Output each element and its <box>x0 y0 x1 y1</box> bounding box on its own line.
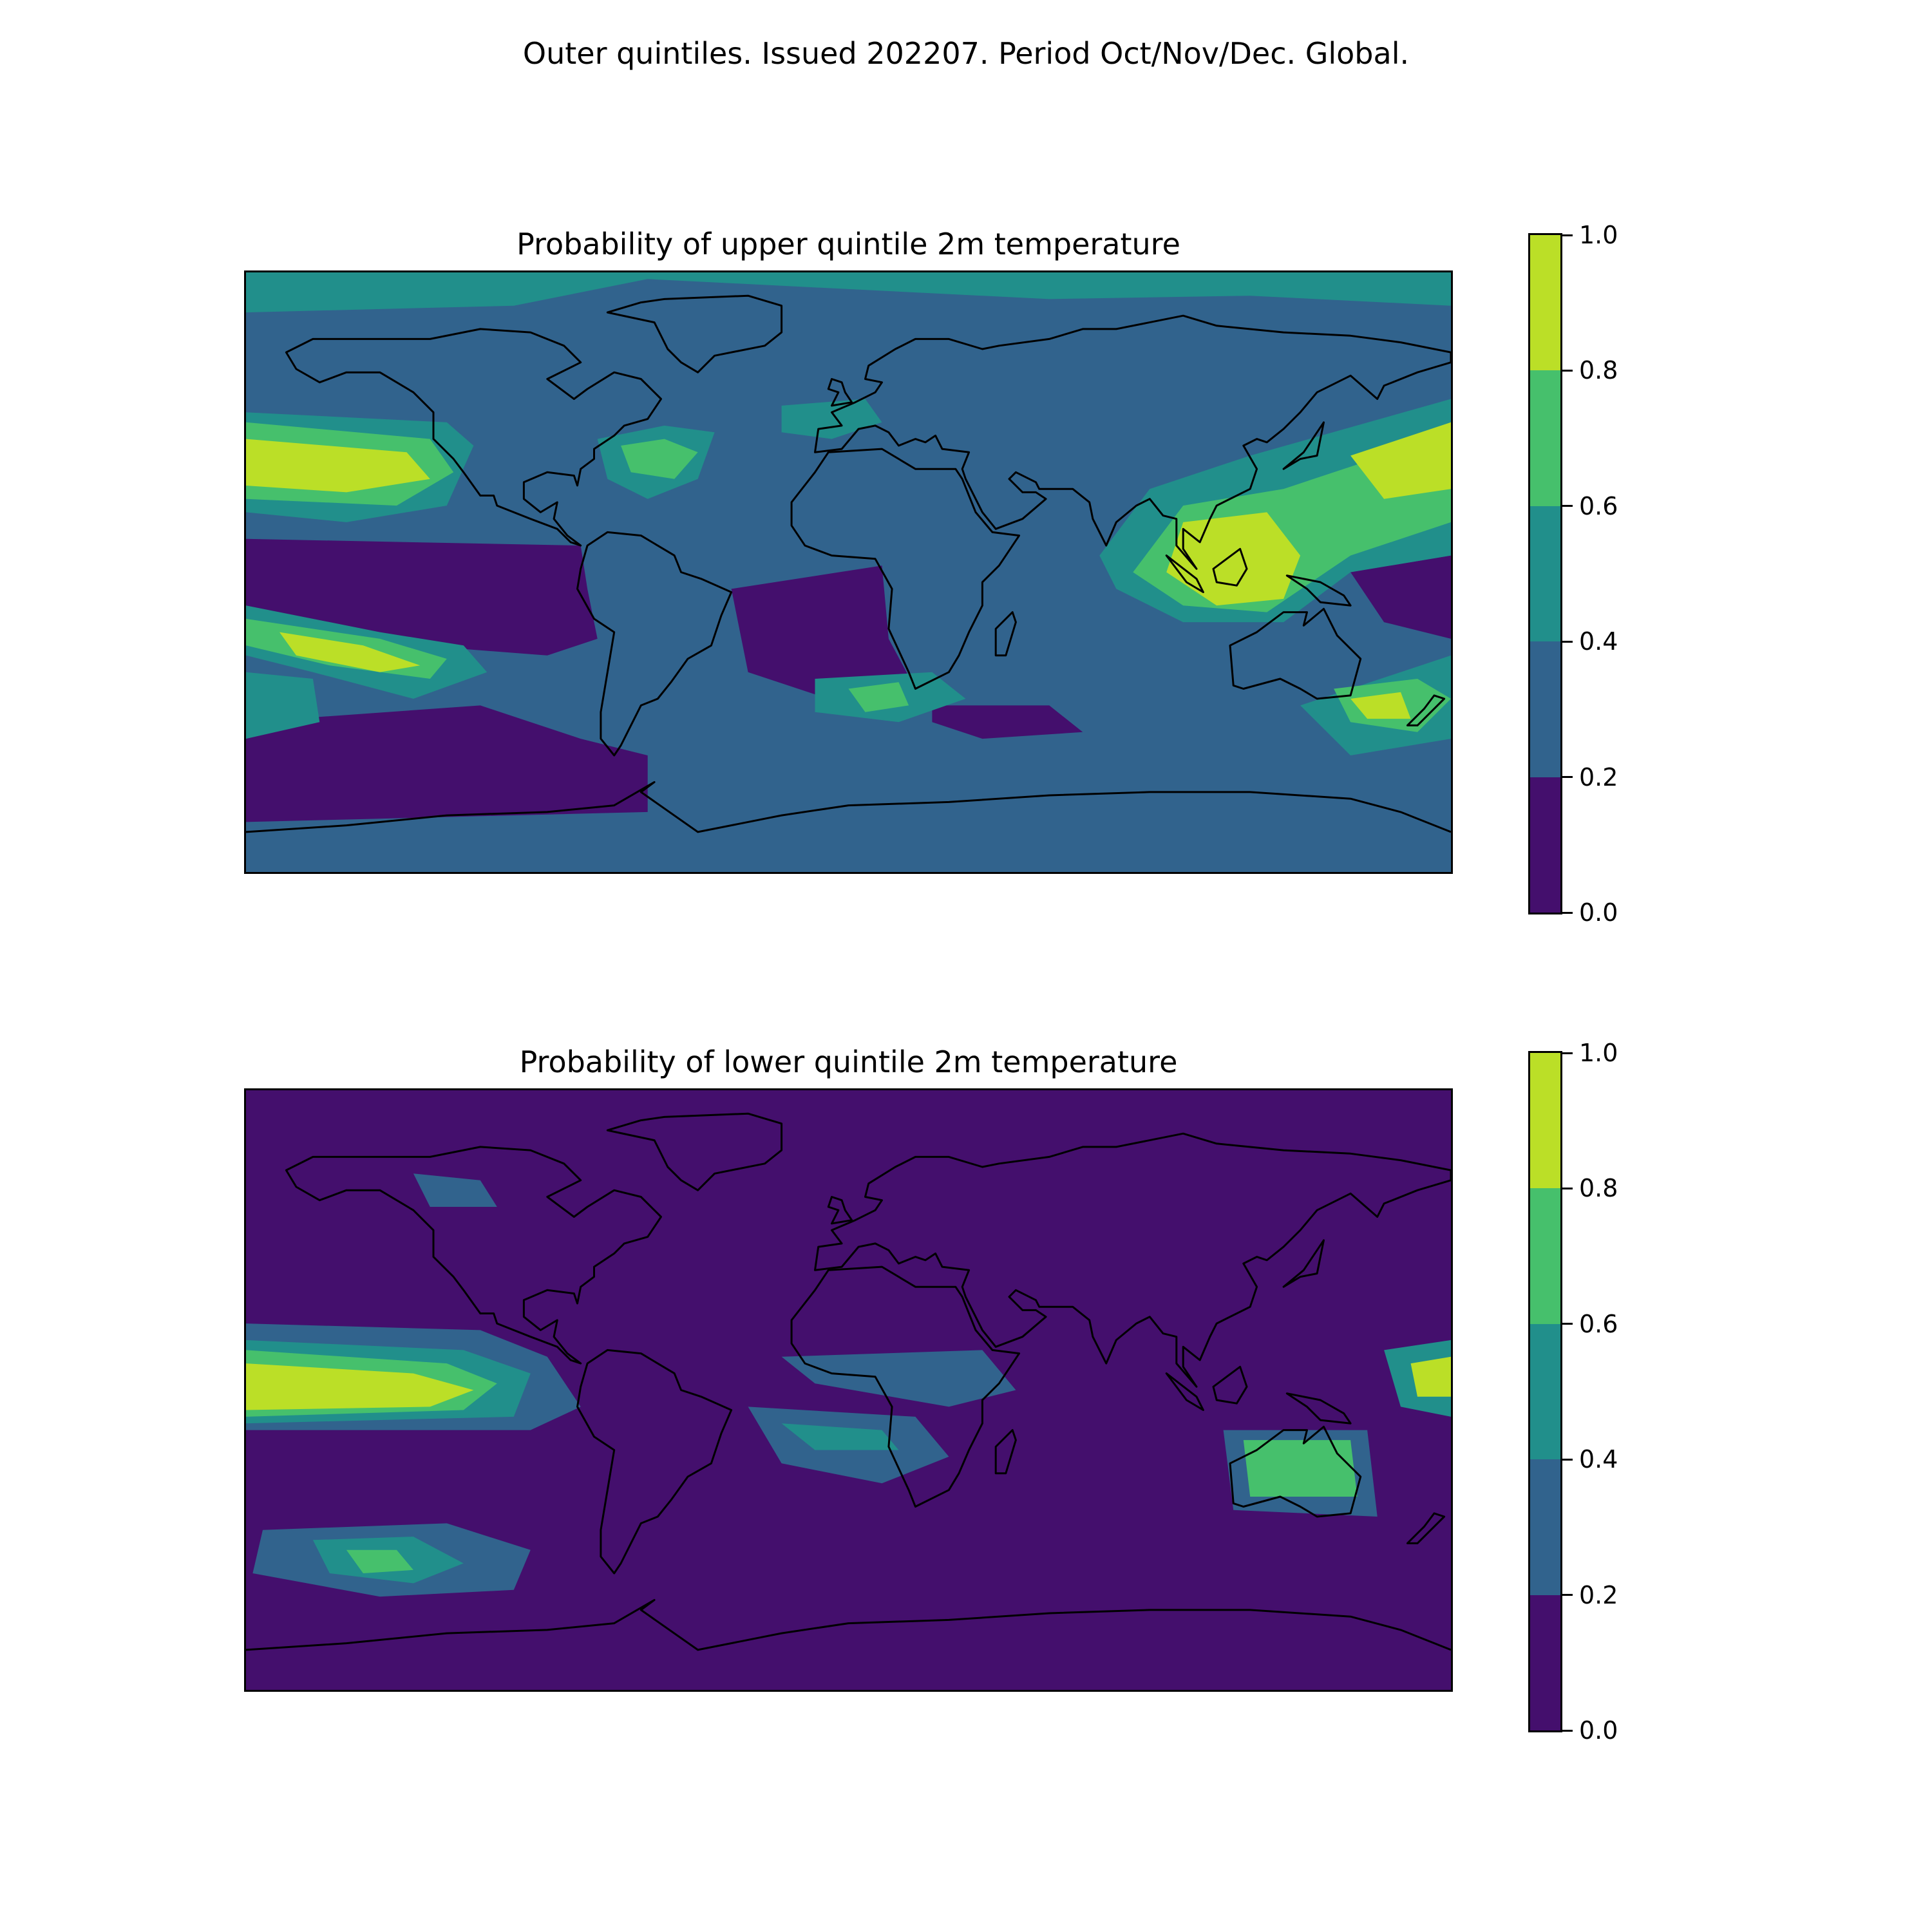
probability-contour-region <box>1166 512 1301 606</box>
colorbar-segment <box>1530 506 1560 642</box>
coastline-greenland <box>606 294 783 374</box>
coastline-antarctica <box>246 781 1451 833</box>
coastline-new-guinea <box>1285 574 1352 607</box>
probability-contour-region <box>1410 1356 1451 1397</box>
coastline-borneo <box>1212 547 1248 587</box>
probability-contour-region <box>1350 555 1451 639</box>
probability-contour-region <box>848 682 909 712</box>
colorbar-segment <box>1530 777 1560 913</box>
coastline-antarctica <box>246 1598 1451 1651</box>
panel-title-lower: Probability of lower quintile 2m tempera… <box>519 1045 1178 1079</box>
colorbar-tick-mark <box>1562 776 1573 779</box>
colorbar-tick-label: 0.6 <box>1579 491 1618 520</box>
colorbar-tick-mark <box>1562 911 1573 914</box>
colorbar-tick-mark <box>1562 1594 1573 1596</box>
coastline-new-zealand <box>1406 1512 1446 1544</box>
colorbar-segment <box>1530 1188 1560 1324</box>
colorbar-tick-label: 0.2 <box>1579 762 1618 791</box>
map-canvas <box>246 1090 1451 1690</box>
colorbar-segment <box>1530 641 1560 777</box>
probability-contour-region <box>246 272 1451 313</box>
probability-contour-region <box>246 672 320 739</box>
figure-title: Outer quintiles. Issued 202207. Period O… <box>522 36 1410 71</box>
colorbar-lower <box>1528 1051 1562 1732</box>
colorbar-tick-mark <box>1562 1323 1573 1325</box>
map-lower-quintile <box>244 1088 1453 1692</box>
colorbar-tick-mark <box>1562 369 1573 372</box>
colorbar-tick-label: 0.8 <box>1579 356 1618 385</box>
coastline-sumatra <box>1165 554 1204 593</box>
probability-contour-region <box>781 399 882 439</box>
probability-contour-region <box>279 632 421 672</box>
probability-contour-region <box>781 1350 1016 1407</box>
probability-contour-region <box>781 1423 899 1450</box>
colorbar-tick-mark <box>1562 1458 1573 1461</box>
colorbar-tick-mark <box>1562 1729 1573 1732</box>
probability-contour-region <box>1350 422 1451 499</box>
coastline-japan <box>1282 421 1325 470</box>
colorbar-tick-mark <box>1562 1187 1573 1189</box>
colorbar-segment <box>1530 235 1560 371</box>
colorbar-segment <box>1530 370 1560 506</box>
colorbar-segment <box>1530 1459 1560 1595</box>
coastline-australia <box>1229 607 1362 700</box>
coastline-uk <box>827 1196 853 1225</box>
colorbar-segment <box>1530 1053 1560 1189</box>
probability-contour-region <box>346 1549 413 1573</box>
colorbar-tick-label: 0.0 <box>1579 898 1618 927</box>
coastline-sumatra <box>1165 1372 1204 1411</box>
colorbar-tick-label: 0.4 <box>1579 627 1618 656</box>
probability-contour-region <box>246 705 648 822</box>
coastline-uk <box>827 378 853 407</box>
probability-contour-region <box>1350 692 1411 719</box>
coastline-japan <box>1282 1239 1325 1288</box>
colorbar-tick-label: 1.0 <box>1579 221 1618 249</box>
colorbar-tick-mark <box>1562 1052 1573 1054</box>
probability-contour-region <box>621 439 698 479</box>
probability-contour-region <box>246 1363 474 1410</box>
probability-contour-region <box>731 565 916 706</box>
colorbar-tick-mark <box>1562 505 1573 507</box>
coastline-madagascar <box>994 611 1017 657</box>
colorbar-tick-label: 0.2 <box>1579 1580 1618 1609</box>
coastline-new-zealand <box>1406 694 1446 726</box>
map-canvas <box>246 272 1451 872</box>
coastline-north-america <box>285 328 662 547</box>
coastline-australia <box>1229 1425 1362 1518</box>
map-upper-quintile <box>244 270 1453 874</box>
probability-contour-region <box>1243 1440 1358 1497</box>
colorbar-tick-mark <box>1562 234 1573 236</box>
coastline-north-america <box>285 1146 662 1365</box>
coastline-madagascar <box>994 1429 1017 1475</box>
coastline-africa <box>790 1265 1021 1508</box>
colorbar-tick-label: 1.0 <box>1579 1039 1618 1067</box>
colorbar-tick-label: 0.4 <box>1579 1445 1618 1474</box>
coastline-eurasia <box>814 314 1451 570</box>
coastline-borneo <box>1212 1365 1248 1405</box>
coastline-eurasia <box>814 1132 1451 1388</box>
colorbar-upper <box>1528 233 1562 914</box>
coastline-greenland <box>606 1112 783 1191</box>
probability-contour-region <box>932 705 1083 739</box>
coastline-africa <box>790 448 1021 690</box>
colorbar-segment <box>1530 1595 1560 1730</box>
colorbar-tick-mark <box>1562 640 1573 643</box>
colorbar-segment <box>1530 1323 1560 1460</box>
colorbar-tick-label: 0.6 <box>1579 1309 1618 1338</box>
coastline-south-america <box>576 1349 733 1575</box>
colorbar-tick-label: 0.0 <box>1579 1716 1618 1745</box>
colorbar-tick-label: 0.8 <box>1579 1174 1618 1203</box>
probability-contour-region <box>413 1173 497 1207</box>
probability-contour-region <box>246 439 430 493</box>
panel-title-upper: Probability of upper quintile 2m tempera… <box>516 227 1180 261</box>
coastline-south-america <box>576 531 733 757</box>
coastline-new-guinea <box>1285 1392 1352 1425</box>
